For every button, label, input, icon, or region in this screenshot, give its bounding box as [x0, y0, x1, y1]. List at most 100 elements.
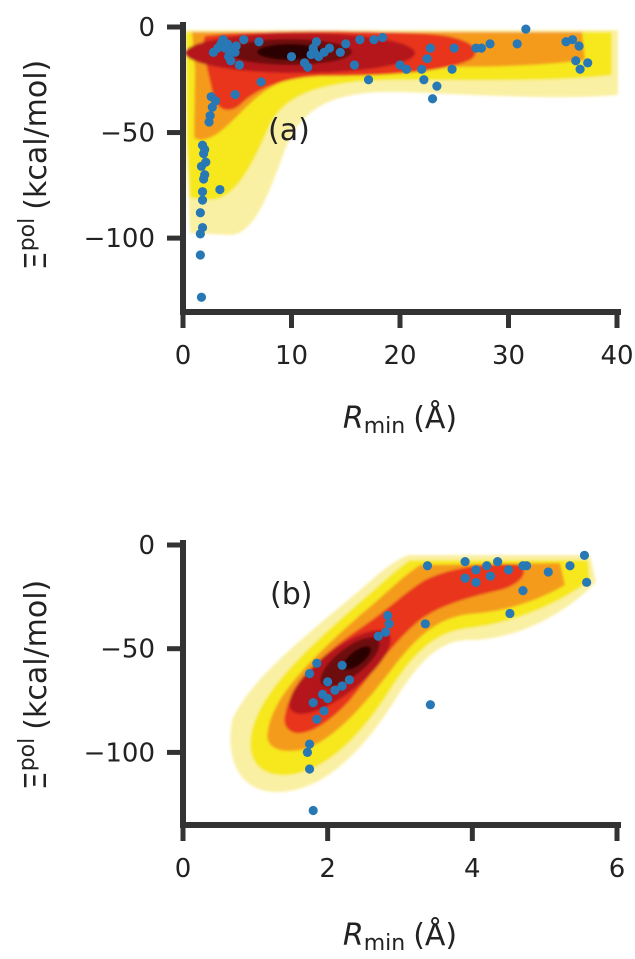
- panel-b-y-tick-label--50: −50: [100, 635, 155, 665]
- panel-a-data-point-74: [575, 64, 585, 74]
- panel-a-x-tick-label-10: 10: [275, 341, 308, 371]
- panel-b-data-point-35: [521, 561, 532, 571]
- panel-a-data-point-2: [195, 250, 205, 260]
- panel-b-x-title-main: R: [343, 918, 364, 953]
- panel-b-x-title-unit: (Å): [413, 917, 457, 953]
- panel-a: 0 10 20 30 40 0 −50 −100 (a) Rmin (Å) Ξpol (kcal/…: [15, 13, 634, 439]
- panel-b-data-point-36: [543, 567, 553, 577]
- panel-b-y-tick-label--100: −100: [84, 738, 155, 768]
- panel-b-y-title-sup: pol: [15, 738, 40, 772]
- panel-b-data-point-13: [344, 675, 354, 685]
- panel-b-label: (b): [270, 577, 312, 612]
- panel-b-data-point-3: [302, 747, 313, 758]
- panel-b-data-point-11: [323, 677, 333, 687]
- panel-a-data-point-51: [355, 35, 365, 45]
- panel-b-data-point-5: [312, 714, 322, 724]
- panel-a-x-tick-label-0: 0: [175, 341, 192, 371]
- panel-a-data-point-62: [432, 81, 442, 91]
- panel-b-data-point-6: [319, 706, 329, 716]
- panel-a-data-point-36: [254, 37, 264, 47]
- panel-b-data-point-23: [422, 561, 433, 571]
- panel-b-data-point-33: [518, 586, 528, 596]
- panel-b-ticks: 0 2 4 6 0 −50 −100: [84, 531, 626, 884]
- panel-a-data-point-20: [215, 184, 225, 195]
- panel-a-data-point-61: [427, 94, 438, 104]
- panel-a-data-point-1: [196, 292, 207, 302]
- panel-a-data-point-40: [303, 62, 313, 72]
- panel-a-data-point-16: [205, 111, 215, 121]
- panel-b-data-point-37: [565, 561, 575, 571]
- panel-b-data-point-32: [505, 608, 515, 619]
- panel-b-data-point-20: [383, 610, 393, 621]
- panel-a-data-point-29: [226, 56, 236, 66]
- panel-a-x-tick-label-20: 20: [383, 341, 416, 371]
- panel-b-data-point-39: [582, 577, 592, 587]
- panel-a-data-point-68: [512, 39, 522, 49]
- panel-a-data-point-35: [230, 89, 240, 100]
- panel-b-data-point-14: [304, 668, 315, 679]
- panel-a-data-point-54: [378, 32, 388, 43]
- panel-a-data-point-55: [395, 60, 405, 70]
- panel-a-data-point-7: [197, 187, 208, 197]
- panel-b-data-point-22: [425, 700, 435, 710]
- panel-b-data-point-29: [485, 571, 496, 581]
- panel-b-data-point-10: [330, 685, 340, 695]
- panel-a-label: (a): [268, 113, 310, 148]
- panel-a-data-point-69: [521, 24, 531, 34]
- panel-a-data-point-6: [197, 195, 208, 205]
- panel-b-y-title-main: Ξ: [19, 771, 54, 790]
- panel-a-data-point-63: [447, 64, 457, 74]
- panel-a-x-tick-label-40: 40: [600, 341, 633, 371]
- panel-a-data-point-33: [234, 60, 245, 70]
- panel-b-data-point-27: [471, 577, 481, 587]
- panel-a-x-title-sub: min: [364, 414, 406, 439]
- panel-a-points: [195, 24, 593, 302]
- panel-a-data-point-56: [401, 64, 412, 74]
- panel-a-data-point-57: [417, 64, 427, 74]
- panel-a-x-tick-label-30: 30: [492, 341, 525, 371]
- panel-a-data-point-9: [200, 170, 210, 180]
- panel-b: 0 2 4 6 0 −50 −100 (b) Rmin (Å) Ξpol (kcal/mol): [15, 531, 625, 956]
- panel-a-data-point-66: [476, 43, 486, 53]
- panel-b-data-point-16: [337, 660, 347, 670]
- panel-b-x-tick-label-6: 6: [609, 854, 626, 884]
- panel-a-x-axis-title: Rmin (Å): [343, 400, 457, 439]
- panel-a-data-point-49: [341, 39, 351, 49]
- panel-a-y-tick-label--100: −100: [84, 224, 155, 254]
- panel-a-data-point-73: [574, 41, 584, 51]
- panel-b-data-point-24: [460, 556, 470, 567]
- panel-a-y-title-sup: pol: [15, 218, 40, 252]
- panel-a-x-title-main: R: [343, 401, 364, 436]
- panel-b-data-point-31: [503, 565, 514, 575]
- panel-b-data-point-19: [384, 619, 394, 629]
- panel-b-x-title-sub: min: [364, 931, 406, 956]
- panel-a-data-point-4: [197, 222, 208, 233]
- panel-b-x-tick-label-0: 0: [175, 854, 192, 884]
- panel-a-y-tick-label--50: −50: [100, 119, 155, 149]
- panel-b-data-point-15: [312, 658, 322, 668]
- panel-a-data-point-34: [239, 35, 249, 45]
- panel-b-data-point-2: [304, 764, 315, 774]
- panel-b-data-point-38: [579, 550, 590, 560]
- panel-a-data-point-5: [195, 208, 205, 218]
- panel-a-data-point-58: [419, 75, 429, 85]
- panel-a-y-tick-label-0: 0: [138, 13, 155, 43]
- panel-b-data-point-21: [420, 619, 430, 629]
- panel-b-data-point-4: [304, 739, 315, 749]
- panel-a-data-point-59: [422, 54, 432, 64]
- panel-a-data-point-47: [324, 43, 335, 53]
- panel-a-x-title-unit: (Å): [413, 400, 457, 436]
- panel-b-data-point-26: [471, 565, 481, 575]
- panel-a-data-point-19: [210, 96, 221, 106]
- panel-b-data-point-18: [380, 627, 391, 637]
- panel-a-data-point-44: [311, 37, 322, 47]
- panel-a-data-point-38: [286, 51, 297, 62]
- panel-a-data-point-50: [349, 60, 360, 70]
- panel-a-data-point-60: [425, 43, 435, 53]
- panel-a-y-title-unit: (kcal/mol): [19, 60, 54, 210]
- panel-b-contour-level-7: [342, 646, 372, 670]
- panel-b-y-axis-title: Ξpol (kcal/mol): [15, 580, 54, 791]
- panel-a-ticks: 0 10 20 30 40 0 −50 −100: [84, 13, 634, 371]
- panel-b-y-tick-label-0: 0: [138, 531, 155, 561]
- panel-a-data-point-64: [449, 43, 459, 53]
